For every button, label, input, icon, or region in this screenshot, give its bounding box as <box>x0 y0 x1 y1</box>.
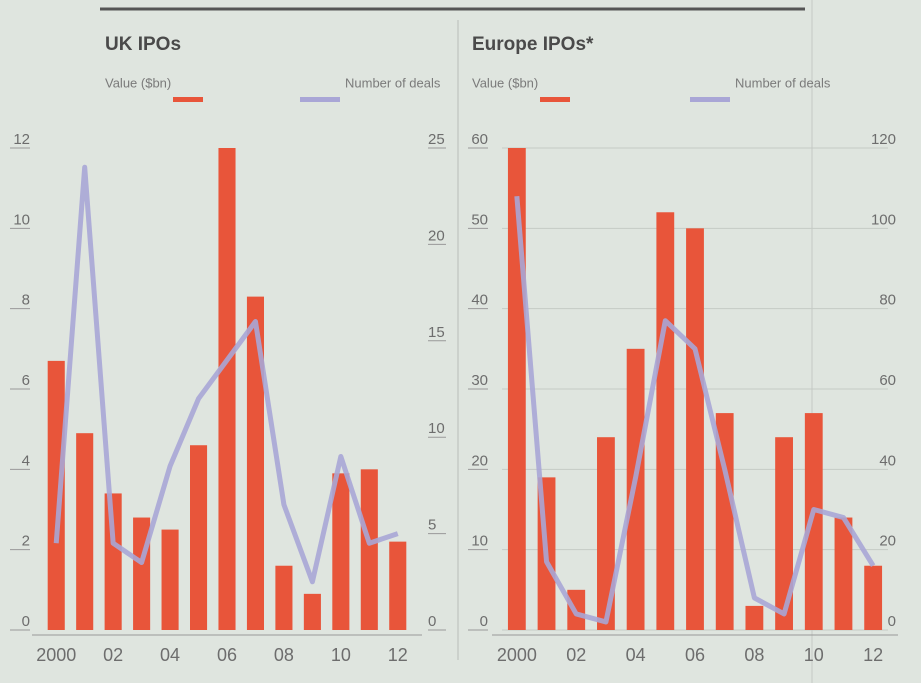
y2-tick-label: 0 <box>428 613 436 630</box>
bar <box>218 148 236 630</box>
y-tick-label: 8 <box>22 292 30 309</box>
bar <box>332 473 350 630</box>
x-tick-label: 04 <box>626 645 646 665</box>
y-tick-label: 6 <box>22 372 30 389</box>
y2-tick-label: 0 <box>888 613 896 630</box>
bar <box>104 493 122 630</box>
chart-title: Europe IPOs* <box>472 34 594 55</box>
x-tick-label: 12 <box>388 645 408 665</box>
bar <box>47 360 65 630</box>
bar <box>656 212 675 630</box>
chart-title: UK IPOs <box>105 34 181 55</box>
bar <box>804 413 823 630</box>
legend-label: Value ($bn) <box>472 75 538 90</box>
y2-tick-label: 5 <box>428 517 436 534</box>
x-tick-label: 10 <box>804 645 824 665</box>
y2-tick-label: 25 <box>428 131 445 148</box>
legend-label: Value ($bn) <box>105 75 171 90</box>
legend-swatch <box>300 97 340 102</box>
x-tick-label: 02 <box>566 645 586 665</box>
y-tick-label: 50 <box>471 211 488 228</box>
line <box>514 195 876 625</box>
bar <box>745 605 764 630</box>
bar <box>834 517 853 630</box>
bar <box>303 593 321 630</box>
bar <box>246 296 264 630</box>
x-tick-label: 04 <box>160 645 180 665</box>
bar <box>686 228 704 631</box>
x-tick-label: 06 <box>217 645 237 665</box>
x-tick-label: 12 <box>863 645 883 665</box>
x-tick-label: 06 <box>685 645 705 665</box>
bar <box>389 541 407 630</box>
y2-tick-label: 10 <box>428 420 445 437</box>
y-tick-label: 0 <box>22 613 30 630</box>
bar <box>775 437 793 630</box>
x-tick-label: 08 <box>744 645 764 665</box>
y2-tick-label: 15 <box>428 324 445 341</box>
y-tick-label: 12 <box>13 131 30 148</box>
y-tick-label: 0 <box>480 613 488 630</box>
bar <box>597 437 615 630</box>
x-tick-label: 2000 <box>36 645 76 665</box>
y2-tick-label: 80 <box>879 292 896 309</box>
x-tick-label: 02 <box>103 645 123 665</box>
legend-swatch <box>173 97 203 102</box>
y2-tick-label: 20 <box>428 227 445 244</box>
y-tick-label: 40 <box>471 292 488 309</box>
y2-tick-label: 40 <box>879 452 896 469</box>
x-tick-label: 2000 <box>497 645 537 665</box>
line <box>53 164 399 585</box>
legend-swatch <box>690 97 730 102</box>
x-tick-label: 08 <box>274 645 294 665</box>
y2-tick-label: 100 <box>871 211 896 228</box>
y-tick-label: 10 <box>13 211 30 228</box>
legend-label: Number of deals <box>735 75 831 90</box>
bar <box>275 565 293 630</box>
y-tick-label: 4 <box>22 452 30 469</box>
y-tick-label: 20 <box>471 452 488 469</box>
bar <box>864 565 883 630</box>
bar <box>190 445 208 630</box>
legend-label: Number of deals <box>345 75 441 90</box>
y2-tick-label: 60 <box>879 372 896 389</box>
y2-tick-label: 120 <box>871 131 896 148</box>
y-tick-label: 10 <box>471 533 488 550</box>
bar <box>76 433 94 630</box>
bar <box>161 529 179 630</box>
bar <box>360 469 378 630</box>
x-tick-label: 10 <box>331 645 351 665</box>
y-tick-label: 2 <box>22 533 30 550</box>
y-tick-label: 60 <box>471 131 488 148</box>
y2-tick-label: 20 <box>879 533 896 550</box>
y-tick-label: 30 <box>471 372 488 389</box>
legend-swatch <box>540 97 570 102</box>
bar <box>715 413 734 630</box>
